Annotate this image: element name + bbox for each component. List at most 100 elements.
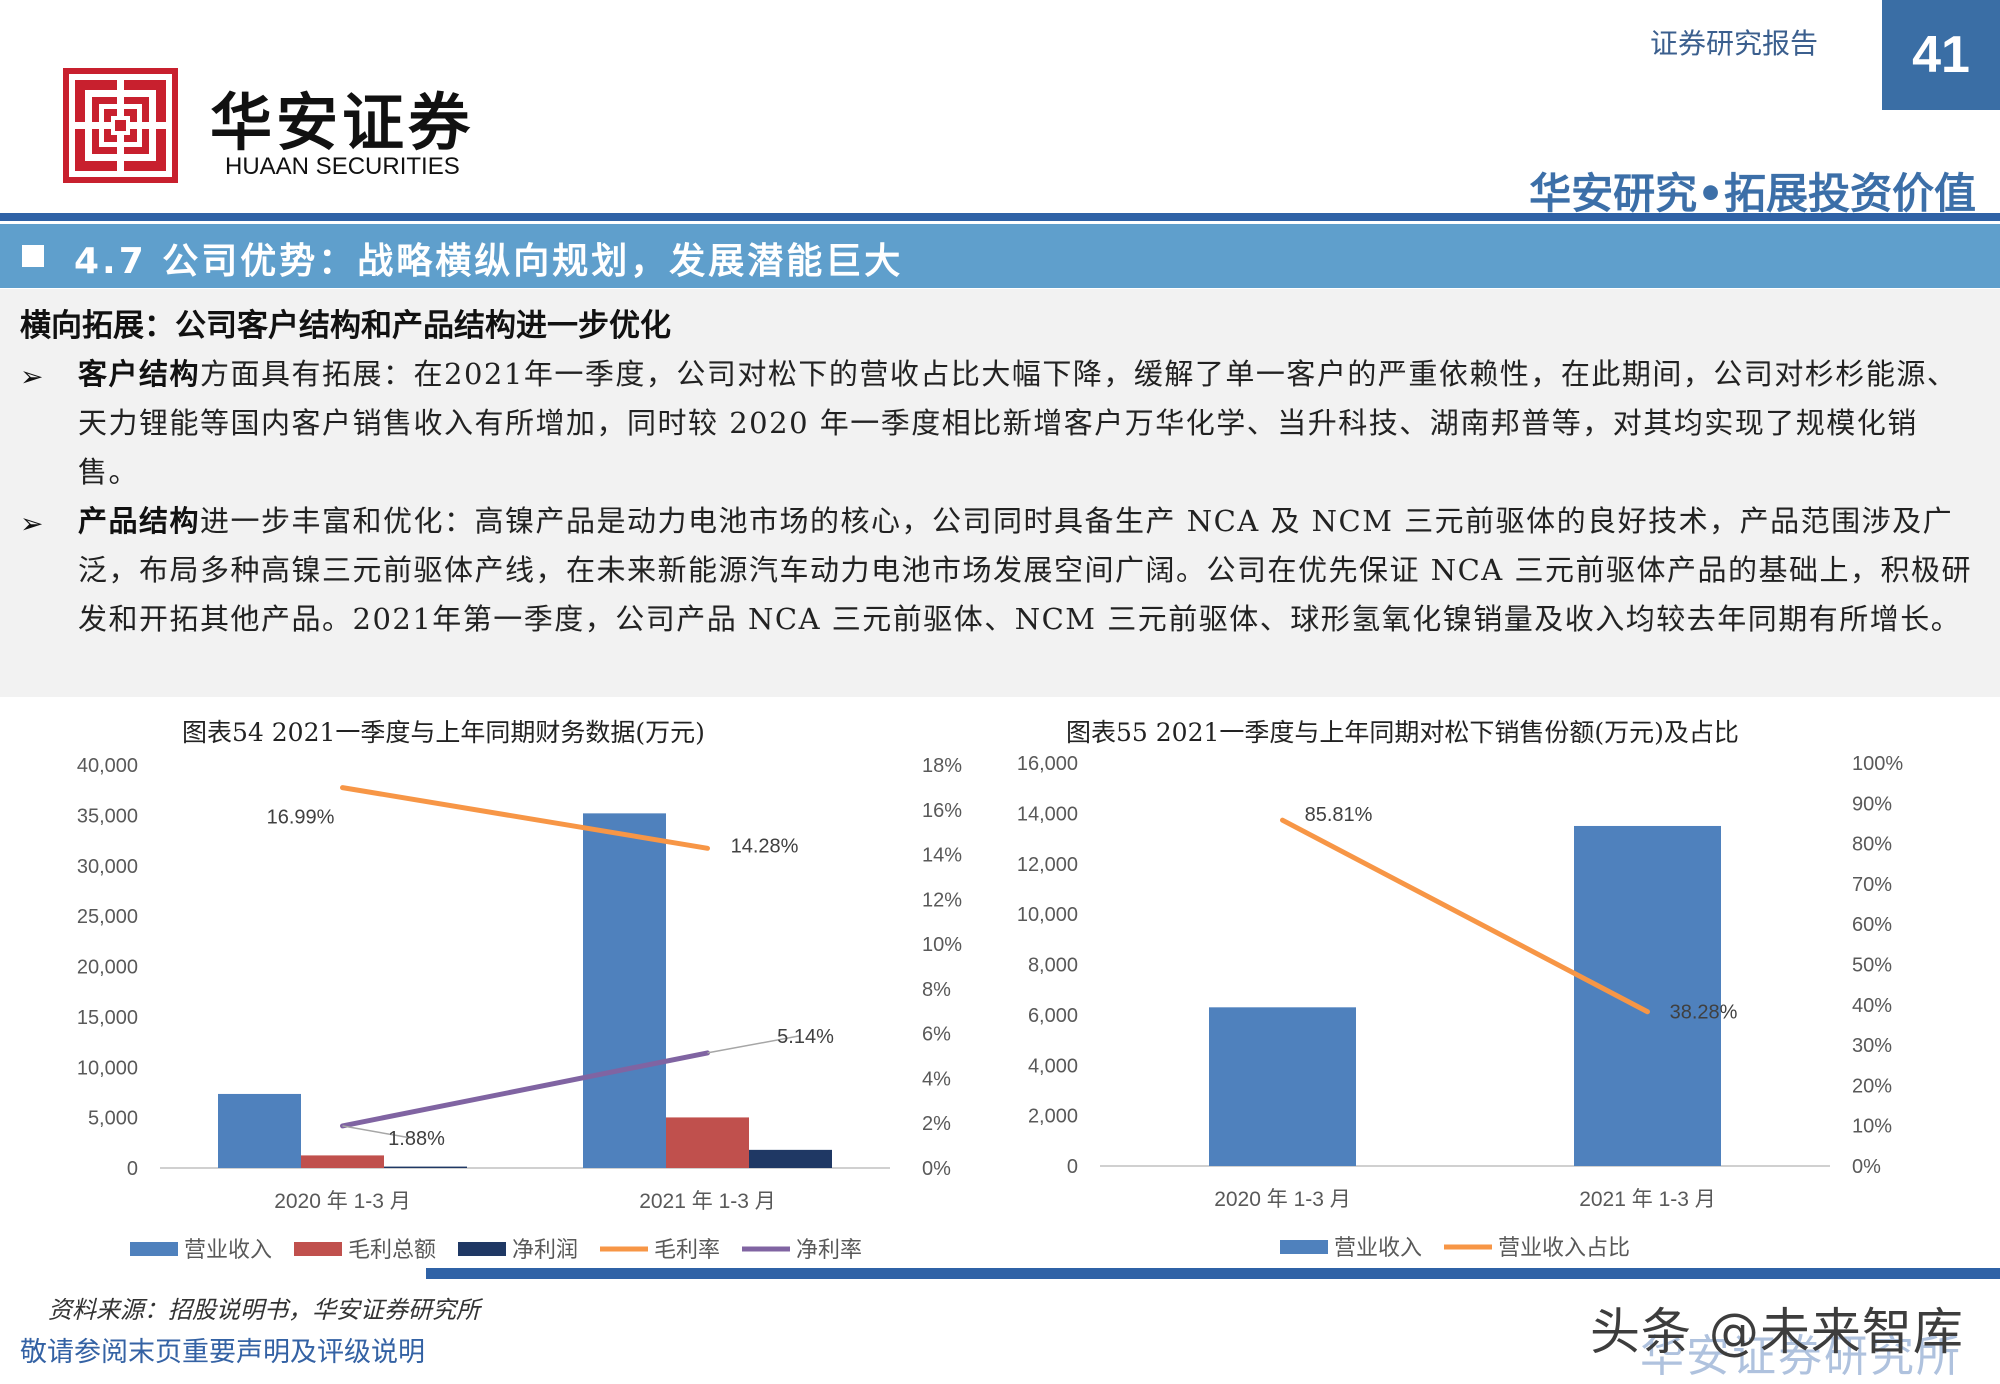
left-axis-tick-label: 25,000 [77, 906, 138, 928]
data-label-leader [342, 1125, 411, 1139]
right-axis-tick-label: 18% [922, 755, 962, 777]
data-label: 85.81% [1305, 804, 1373, 826]
legend-swatch [458, 1242, 506, 1256]
right-axis-tick-label: 70% [1852, 874, 1892, 896]
page-number: 41 [1882, 0, 2000, 110]
left-axis-tick-label: 4,000 [1028, 1055, 1078, 1077]
bar-净利润 [384, 1166, 467, 1168]
left-axis-tick-label: 15,000 [77, 1007, 138, 1029]
watermark-underlay: 华安证券研究所 [1640, 1331, 1962, 1382]
right-axis-tick-label: 2% [922, 1113, 951, 1135]
right-axis-tick-label: 40% [1852, 995, 1892, 1017]
line-营业收入占比 [1280, 817, 1650, 1015]
bar-营业收入 [218, 1093, 301, 1168]
data-label: 1.88% [388, 1128, 445, 1150]
bar-营业收入 [1209, 1007, 1356, 1166]
bullet-arrow-icon: ➢ [20, 507, 44, 540]
brand-name-cn: 华安证券 [210, 86, 475, 159]
data-label: 5.14% [777, 1026, 834, 1048]
body-text-panel [0, 289, 2000, 697]
left-axis-tick-label: 16,000 [1017, 753, 1078, 775]
bullet-paragraph: 产品结构进一步丰富和优化：高镍产品是动力电池市场的核心，公司同时具备生产 NCA… [78, 497, 1973, 644]
section-square-icon [22, 245, 44, 267]
right-axis-tick-label: 8% [922, 979, 951, 1001]
legend-swatch [294, 1242, 342, 1256]
watermark: 头条 @未来智库 [1590, 1303, 1964, 1361]
left-axis-tick-label: 0 [1067, 1156, 1078, 1178]
right-axis-tick-label: 0% [922, 1158, 951, 1180]
line-毛利率 [340, 785, 710, 851]
legend-label: 营业收入 [1334, 1235, 1422, 1260]
category-label: 2020 年 1-3 月 [274, 1190, 411, 1213]
left-axis-tick-label: 5,000 [88, 1108, 138, 1130]
right-axis-tick-label: 60% [1852, 914, 1892, 936]
left-axis-tick-label: 20,000 [77, 957, 138, 979]
panasonic-share-chart: 0 2,000 4,000 6,000 8,000 10,000 12,000 14,000 1… [1017, 753, 1904, 1260]
left-axis-tick-label: 2,000 [1028, 1106, 1078, 1128]
bullet-text: 进一步丰富和优化：高镍产品是动力电池市场的核心，公司同时具备生产 NCA 及 N… [78, 504, 1972, 636]
left-axis-tick-label: 10,000 [77, 1057, 138, 1079]
report-type-label: 证券研究报告 [1650, 27, 1819, 60]
left-axis-tick-label: 35,000 [77, 805, 138, 827]
sub-heading: 横向拓展：公司客户结构和产品结构进一步优化 [20, 308, 671, 344]
left-axis-tick-label: 0 [127, 1158, 138, 1180]
left-axis-tick-label: 14,000 [1017, 803, 1078, 825]
right-axis-tick-label: 90% [1852, 793, 1892, 815]
bullet-arrow-icon: ➢ [20, 360, 44, 393]
right-axis-tick-label: 4% [922, 1068, 951, 1090]
left-axis-tick-label: 10,000 [1017, 904, 1078, 926]
data-label: 16.99% [267, 807, 335, 829]
bullet-text: 方面具有拓展：在2021年一季度，公司对松下的营收占比大幅下降，缓解了单一客户的… [78, 357, 1958, 489]
legend-label: 营业收入占比 [1498, 1235, 1630, 1260]
bullet-bold-term: 产品结构 [78, 504, 201, 538]
right-axis-tick-label: 16% [922, 800, 962, 822]
financial-combo-chart: 0 5,000 10,000 15,000 20,000 25,000 30,000 35,0… [77, 755, 962, 1262]
right-axis-tick-label: 30% [1852, 1035, 1892, 1057]
data-label: 14.28% [731, 835, 799, 857]
category-label: 2021 年 1-3 月 [1579, 1188, 1716, 1211]
legend-swatch [1280, 1240, 1328, 1254]
category-label: 2020 年 1-3 月 [1214, 1188, 1351, 1211]
legend-label: 净利润 [512, 1237, 578, 1262]
chart-title: 图表55 2021一季度与上年同期对松下销售份额(万元)及占比 [1066, 718, 1739, 747]
header-divider [0, 213, 2000, 221]
bullet-bold-term: 客户结构 [78, 357, 201, 391]
right-axis-tick-label: 14% [922, 845, 962, 867]
legend-swatch [130, 1242, 178, 1256]
legend-label: 营业收入 [184, 1237, 272, 1262]
section-title-band [0, 224, 2000, 288]
left-axis-tick-label: 6,000 [1028, 1005, 1078, 1027]
left-axis-tick-label: 8,000 [1028, 955, 1078, 977]
bar-营业收入 [583, 813, 666, 1168]
chart-title: 图表54 2021一季度与上年同期财务数据(万元) [182, 718, 705, 747]
legend-label: 毛利率 [654, 1237, 720, 1262]
category-label: 2021 年 1-3 月 [639, 1190, 776, 1213]
data-label-leader [707, 1035, 800, 1054]
left-axis-tick-label: 40,000 [77, 755, 138, 777]
left-axis-tick-label: 30,000 [77, 856, 138, 878]
section-title: 4.7 公司优势：战略横纵向规划，发展潜能巨大 [74, 241, 904, 282]
disclaimer-link[interactable]: 敬请参阅末页重要声明及评级说明 [20, 1337, 425, 1368]
slogan: 华安研究•拓展投资价值 [1529, 169, 1976, 218]
brand-name-en: HUAAN SECURITIES [225, 153, 460, 180]
bullet-paragraph: 客户结构方面具有拓展：在2021年一季度，公司对松下的营收占比大幅下降，缓解了单… [78, 350, 1973, 497]
bar-营业收入 [1574, 825, 1721, 1166]
right-axis-tick-label: 80% [1852, 834, 1892, 856]
legend-label: 净利率 [796, 1237, 862, 1262]
left-axis-tick-label: 12,000 [1017, 854, 1078, 876]
right-axis-tick-label: 12% [922, 889, 962, 911]
right-axis-tick-label: 6% [922, 1024, 951, 1046]
right-axis-tick-label: 50% [1852, 955, 1892, 977]
legend-label: 毛利总额 [348, 1237, 436, 1262]
footer-divider [426, 1268, 2000, 1279]
line-净利率 [340, 1050, 710, 1129]
right-axis-tick-label: 10% [1852, 1116, 1892, 1138]
right-axis-tick-label: 10% [922, 934, 962, 956]
company-logo [63, 68, 178, 183]
right-axis-tick-label: 0% [1852, 1156, 1881, 1178]
bar-净利润 [749, 1149, 832, 1168]
source-note: 资料来源：招股说明书，华安证券研究所 [48, 1296, 480, 1324]
bar-毛利总额 [301, 1155, 384, 1168]
bar-毛利总额 [666, 1117, 749, 1168]
right-axis-tick-label: 100% [1852, 753, 1903, 775]
